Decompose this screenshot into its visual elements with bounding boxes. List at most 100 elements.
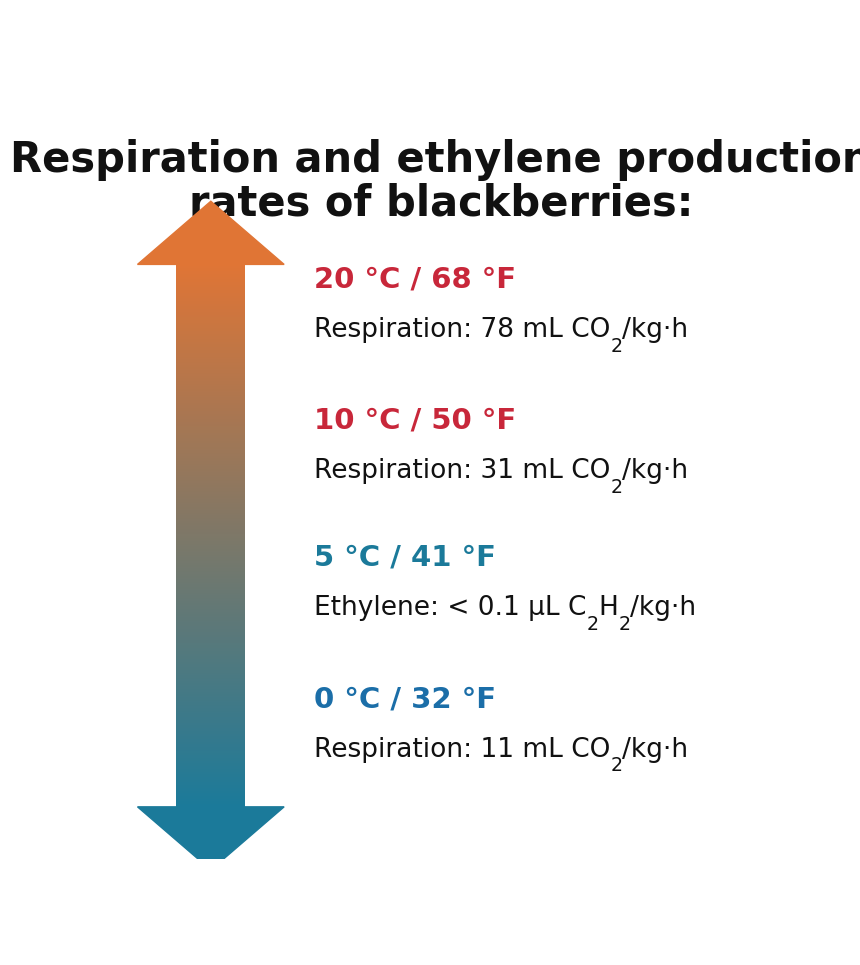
Polygon shape [176, 596, 245, 598]
Polygon shape [176, 366, 245, 368]
Polygon shape [176, 322, 245, 324]
Polygon shape [176, 537, 245, 538]
Polygon shape [176, 617, 245, 619]
Polygon shape [176, 787, 245, 789]
Polygon shape [176, 716, 245, 717]
Polygon shape [176, 566, 245, 568]
Polygon shape [176, 374, 245, 375]
Polygon shape [176, 583, 245, 585]
Polygon shape [176, 762, 245, 763]
Polygon shape [176, 630, 245, 632]
Polygon shape [176, 419, 245, 421]
Polygon shape [176, 558, 245, 559]
Polygon shape [176, 723, 245, 724]
Polygon shape [176, 759, 245, 760]
Polygon shape [176, 291, 245, 293]
Polygon shape [176, 751, 245, 753]
Polygon shape [176, 275, 245, 277]
Polygon shape [176, 797, 245, 799]
Polygon shape [176, 525, 245, 526]
Polygon shape [176, 396, 245, 398]
Polygon shape [176, 293, 245, 294]
Polygon shape [176, 742, 245, 743]
Polygon shape [138, 807, 284, 870]
Polygon shape [176, 355, 245, 357]
Polygon shape [176, 438, 245, 439]
Polygon shape [176, 629, 245, 630]
Polygon shape [176, 381, 245, 382]
Polygon shape [176, 515, 245, 516]
Polygon shape [176, 652, 245, 653]
Polygon shape [176, 485, 245, 486]
Polygon shape [176, 670, 245, 672]
Polygon shape [176, 563, 245, 565]
Polygon shape [176, 338, 245, 339]
Text: 2: 2 [611, 478, 623, 497]
Polygon shape [176, 621, 245, 622]
Polygon shape [176, 532, 245, 533]
Polygon shape [176, 619, 245, 620]
Text: Respiration: 78 mL CO: Respiration: 78 mL CO [314, 317, 611, 343]
Polygon shape [176, 685, 245, 686]
Polygon shape [176, 543, 245, 545]
Polygon shape [176, 371, 245, 372]
Text: H: H [599, 595, 618, 621]
Polygon shape [176, 272, 245, 274]
Polygon shape [176, 453, 245, 455]
Polygon shape [176, 329, 245, 331]
Polygon shape [176, 429, 245, 431]
Polygon shape [176, 659, 245, 660]
Polygon shape [176, 796, 245, 797]
Polygon shape [176, 427, 245, 428]
Polygon shape [176, 609, 245, 610]
Polygon shape [176, 271, 245, 272]
Polygon shape [176, 286, 245, 288]
Polygon shape [176, 780, 245, 781]
Polygon shape [176, 727, 245, 729]
Polygon shape [176, 760, 245, 762]
Polygon shape [176, 519, 245, 521]
Polygon shape [176, 649, 245, 650]
Polygon shape [176, 416, 245, 418]
Polygon shape [176, 708, 245, 709]
Polygon shape [176, 642, 245, 643]
Polygon shape [176, 593, 245, 595]
Polygon shape [176, 522, 245, 523]
Polygon shape [176, 459, 245, 461]
Polygon shape [176, 740, 245, 742]
Polygon shape [176, 523, 245, 525]
Polygon shape [176, 431, 245, 432]
Polygon shape [176, 555, 245, 556]
Polygon shape [176, 499, 245, 501]
Polygon shape [176, 471, 245, 472]
Polygon shape [176, 580, 245, 582]
Polygon shape [176, 625, 245, 626]
Polygon shape [176, 442, 245, 443]
Polygon shape [176, 265, 245, 267]
Polygon shape [176, 382, 245, 384]
Polygon shape [176, 655, 245, 656]
Polygon shape [176, 538, 245, 539]
Polygon shape [176, 361, 245, 362]
Polygon shape [176, 713, 245, 715]
Polygon shape [176, 422, 245, 423]
Polygon shape [176, 336, 245, 338]
Polygon shape [176, 646, 245, 647]
Polygon shape [176, 700, 245, 701]
Polygon shape [176, 528, 245, 529]
Polygon shape [176, 369, 245, 371]
Polygon shape [176, 516, 245, 518]
Polygon shape [138, 202, 284, 264]
Polygon shape [176, 384, 245, 385]
Polygon shape [176, 692, 245, 693]
Polygon shape [176, 612, 245, 613]
Polygon shape [176, 623, 245, 625]
Text: 2: 2 [611, 757, 623, 776]
Polygon shape [176, 744, 245, 746]
Text: 2: 2 [587, 616, 599, 634]
Polygon shape [176, 710, 245, 712]
Polygon shape [176, 616, 245, 617]
Polygon shape [176, 673, 245, 674]
Polygon shape [176, 756, 245, 757]
Polygon shape [176, 484, 245, 485]
